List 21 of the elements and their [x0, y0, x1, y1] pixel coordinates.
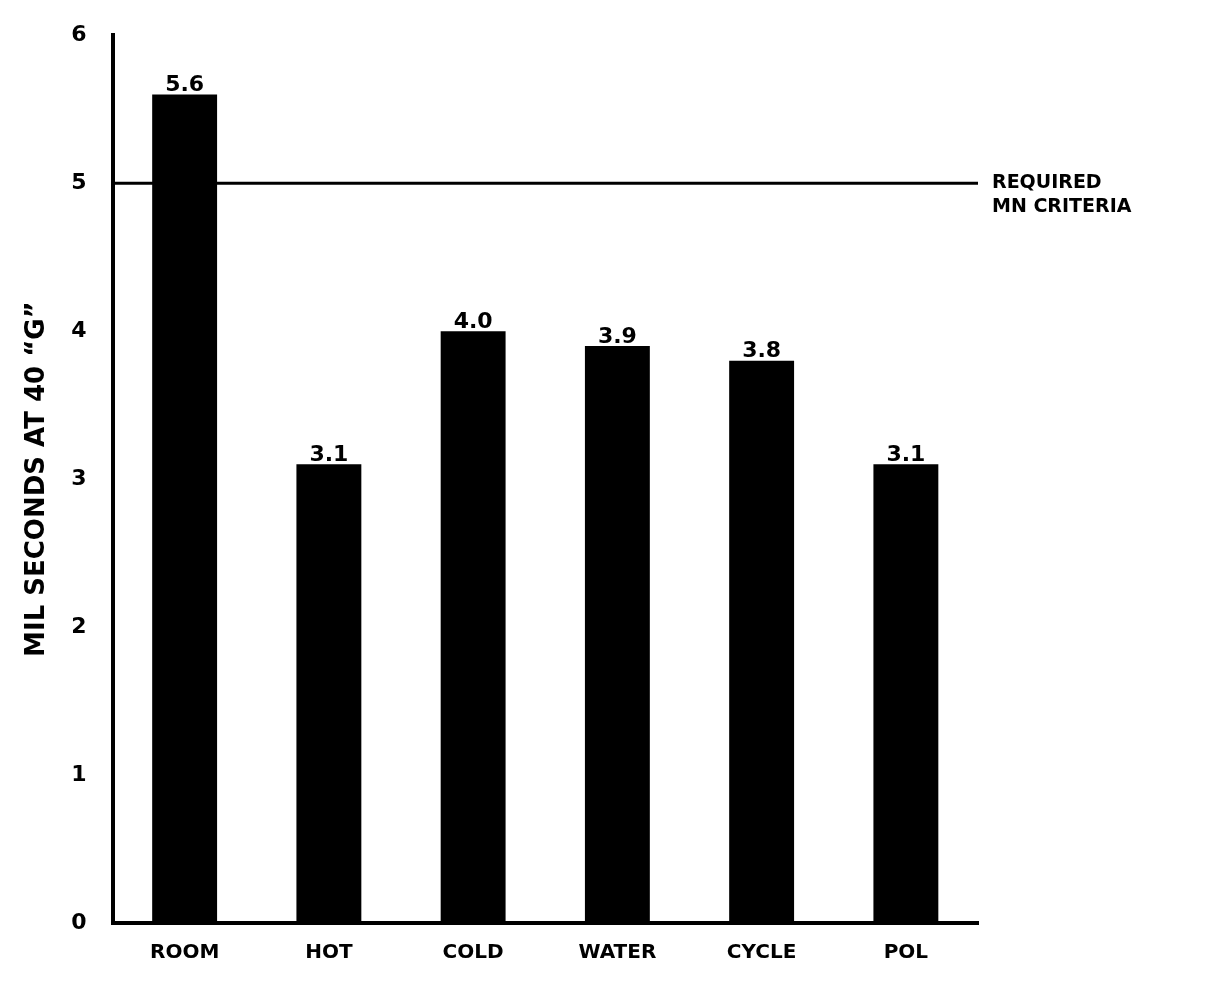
x-tick-label: COLD [442, 939, 504, 964]
data-label: 3.1 [886, 441, 926, 467]
data-label: 5.6 [165, 71, 205, 97]
y-tick-label: 3 [71, 464, 87, 490]
y-tick-label: 2 [71, 612, 87, 638]
data-label: 3.9 [597, 322, 637, 348]
x-tick-label: ROOM [149, 939, 220, 964]
data-label: 3.8 [742, 337, 782, 363]
x-tick-label: WATER [578, 939, 657, 964]
x-tick-label: HOT [305, 939, 353, 964]
data-label: 3.1 [309, 441, 349, 467]
x-tick-label: CYCLE [726, 939, 797, 964]
ref-line-label: REQUIRED MN CRITERIA [992, 170, 1132, 217]
y-tick-label: 0 [71, 908, 87, 934]
y-tick-label: 1 [71, 760, 87, 786]
y-tick-label: 4 [71, 316, 87, 342]
data-label: 4.0 [453, 307, 493, 333]
y-axis-title: MIL SECONDS AT 40 “G” [20, 301, 51, 657]
y-tick-label: 6 [71, 20, 87, 46]
x-tick-label: POL [883, 939, 929, 964]
y-tick-label: 5 [71, 168, 87, 194]
